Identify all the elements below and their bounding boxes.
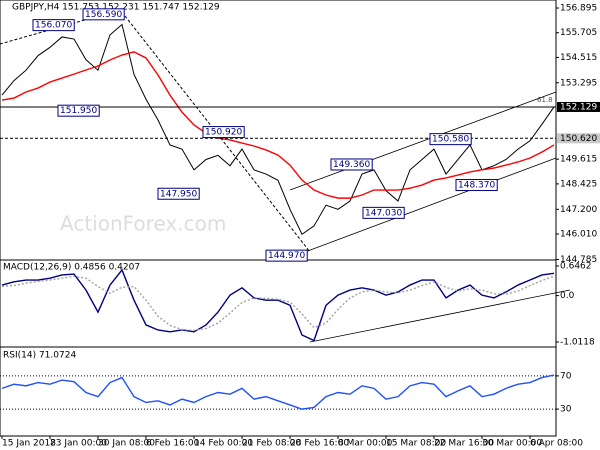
- annotation-label: 150.580: [432, 135, 469, 145]
- channel-line: [304, 157, 557, 253]
- y-tick-label: 154.515: [560, 53, 597, 63]
- y-tick-label: 147.200: [560, 205, 597, 215]
- channel-line: [289, 91, 557, 191]
- y-tick-label: 149.615: [560, 155, 597, 165]
- annotation-label: 147.950: [160, 189, 197, 199]
- y-tick-label: 0.0: [560, 291, 575, 301]
- x-tick-label: 30 Mar 00:00: [482, 439, 542, 449]
- series-line: [1, 268, 555, 342]
- y-tick-label: 148.425: [560, 179, 597, 189]
- x-tick-label: 15 Jan 2018: [2, 439, 56, 449]
- x-tick-label: 23 Jan 00:00: [50, 439, 107, 449]
- annotation-label: 151.950: [60, 106, 97, 116]
- annotation-box: [32, 19, 75, 32]
- annotation-box: [362, 206, 405, 219]
- x-tick-label: 22 Mar 16:00: [434, 439, 494, 449]
- annotation-box: [330, 158, 373, 171]
- annotation-label: 150.920: [205, 128, 242, 138]
- y-tick-label: 146.010: [560, 230, 597, 240]
- y-tick-label: -1.0118: [560, 337, 595, 347]
- annotation-label: 144.970: [268, 251, 305, 261]
- annotation-box: [202, 126, 245, 139]
- y-tick-label: 155.705: [560, 28, 597, 38]
- annotation-label: 148.370: [458, 181, 495, 191]
- y-tick-label: 30: [560, 405, 572, 415]
- y-tick-label: 156.895: [560, 3, 597, 13]
- trend-line: [309, 289, 571, 343]
- level-tag: [557, 101, 600, 112]
- panel-title: MACD(12,26,9) 0.4856 0.4207: [3, 263, 140, 273]
- annotation-box: [157, 187, 200, 200]
- series-line: [1, 51, 555, 199]
- level-label: 152.129: [560, 102, 597, 112]
- x-tick-label: 14 Feb 00:00: [194, 439, 253, 449]
- annotation-box: [265, 249, 308, 262]
- level-label: 150.620: [560, 134, 597, 144]
- x-tick-label: 21 Feb 08:00: [242, 439, 301, 449]
- x-tick-label: 8 Mar 00:00: [338, 439, 393, 449]
- annotation-box: [57, 104, 100, 117]
- y-tick-label: 153.295: [560, 78, 597, 88]
- y-tick-label: 0.6462: [560, 261, 592, 271]
- panel-title: RSI(14) 71.0724: [3, 351, 76, 361]
- x-tick-label: 30 Jan 08:00: [98, 439, 155, 449]
- annotation-box: [455, 179, 498, 192]
- series-line: [1, 374, 555, 410]
- fib-label: 61.8: [537, 96, 553, 104]
- x-tick-label: 28 Feb 16:00: [290, 439, 349, 449]
- annotation-label: 156.590: [85, 10, 122, 20]
- annotation-label: 156.070: [35, 21, 72, 31]
- annotation-label: 149.360: [333, 160, 370, 170]
- watermark: ActionForex.com: [60, 212, 226, 236]
- x-tick-label: 6 Apr 08:00: [530, 439, 583, 449]
- chart-title: GBPJPY,H4 151.753 152.231 151.747 152.12…: [12, 3, 220, 13]
- annotation-label: 147.030: [365, 208, 402, 218]
- x-tick-label: 6 Feb 16:00: [146, 439, 200, 449]
- y-tick-label: 144.785: [560, 255, 597, 265]
- level-tag: [557, 133, 600, 144]
- y-tick-label: 70: [560, 371, 572, 381]
- plot-frame: [0, 0, 557, 437]
- annotation-box: [82, 8, 125, 21]
- x-tick-label: 15 Mar 08:00: [386, 439, 446, 449]
- annotation-box: [429, 133, 472, 146]
